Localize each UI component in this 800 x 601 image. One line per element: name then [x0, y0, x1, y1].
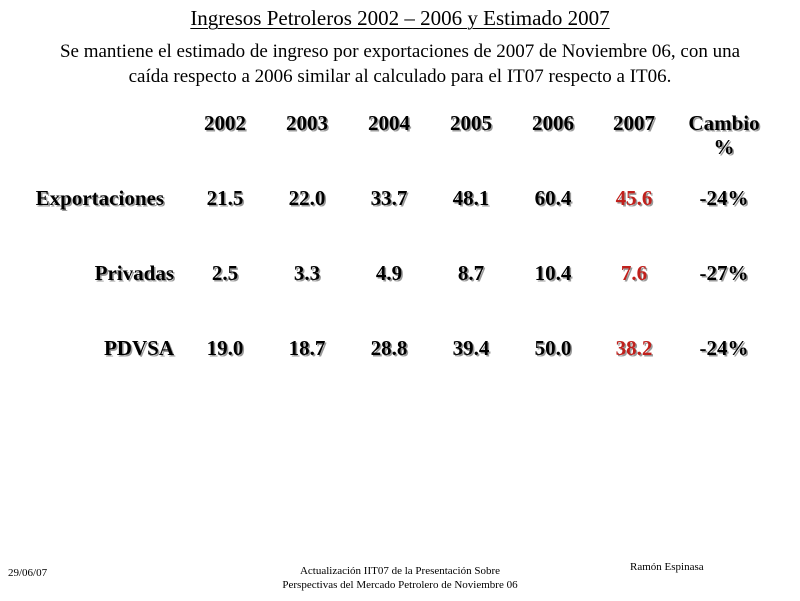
row-label-pdvsa: PDVSA: [103, 336, 174, 360]
cell-pdvsa-2002: 19.0: [206, 336, 244, 360]
cell-privadas-2006: 10.4: [534, 261, 572, 285]
header-change-unit: %: [713, 135, 735, 159]
subtitle-line-2: caída respecto a 2006 similar al calcula…: [128, 66, 672, 87]
row-label-privadas: Privadas: [94, 261, 174, 285]
footer-author: Ramón Espinasa: [630, 561, 704, 573]
header-change-label: Cambio: [688, 111, 760, 135]
header-2007: 2007: [613, 111, 655, 135]
header-2004: 2004: [368, 111, 410, 135]
cell-pdvsa-2004: 28.8: [370, 336, 408, 360]
header-2002: 2002: [204, 111, 246, 135]
footer-presentation-info: Actualización IIT07 de la Presentación S…: [230, 564, 570, 592]
cell-privadas-change: -27%: [699, 261, 749, 285]
footer-center-line-1: Actualización IIT07 de la Presentación S…: [299, 565, 501, 577]
slide-subtitle: Se mantiene el estimado de ingreso por e…: [22, 39, 778, 89]
cell-privadas-2002: 2.5: [211, 261, 239, 285]
cell-privadas-2005: 8.7: [457, 261, 485, 285]
cell-pdvsa-2006: 50.0: [534, 336, 572, 360]
cell-exportaciones-change: -24%: [699, 186, 749, 210]
header-2005: 2005: [450, 111, 492, 135]
row-label-exportaciones: Exportaciones: [35, 186, 164, 210]
cell-privadas-2003: 3.3: [293, 261, 321, 285]
cell-pdvsa-2003: 18.7: [288, 336, 326, 360]
cell-pdvsa-2007: 38.2: [615, 336, 653, 360]
footer-date: 29/06/07: [8, 567, 48, 579]
cell-exportaciones-2002: 21.5: [206, 186, 244, 210]
cell-pdvsa-2005: 39.4: [452, 336, 490, 360]
cell-exportaciones-2007: 45.6: [615, 186, 653, 210]
cell-exportaciones-2005: 48.1: [452, 186, 490, 210]
cell-privadas-2007: 7.6: [620, 261, 648, 285]
cell-exportaciones-2006: 60.4: [534, 186, 572, 210]
cell-exportaciones-2003: 22.0: [288, 186, 326, 210]
cell-exportaciones-2004: 33.7: [370, 186, 408, 210]
cell-pdvsa-change: -24%: [699, 336, 749, 360]
header-2006: 2006: [532, 111, 574, 135]
header-change: Cambio %: [680, 111, 768, 159]
cell-privadas-2004: 4.9: [375, 261, 403, 285]
footer-center-line-2: Perspectivas del Mercado Petrolero de No…: [282, 579, 518, 591]
header-2003: 2003: [286, 111, 328, 135]
subtitle-line-1: Se mantiene el estimado de ingreso por e…: [59, 41, 741, 62]
slide-title: Ingresos Petroleros 2002 – 2006 y Estima…: [190, 6, 610, 30]
